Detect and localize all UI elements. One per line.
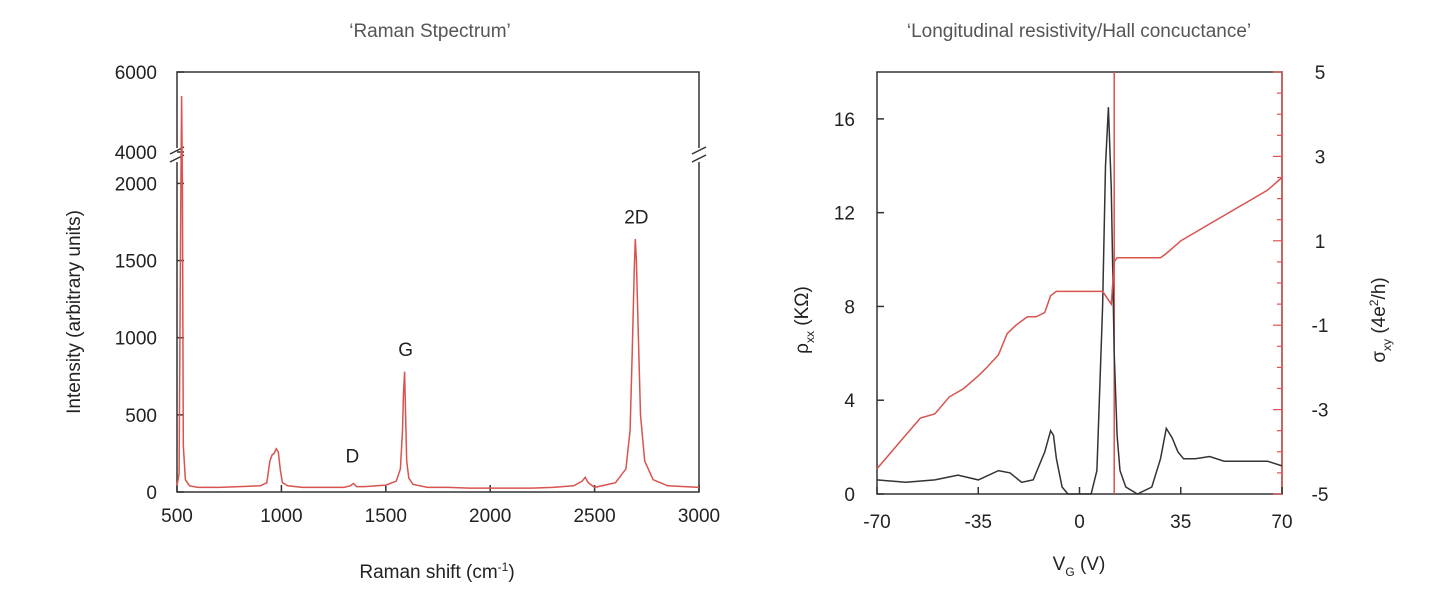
- raman-x-tick-label: 1000: [260, 506, 302, 527]
- transport-x-tick-label: 0: [1074, 512, 1085, 533]
- raman-y-tick-label: 0: [146, 483, 157, 504]
- transport-right-y-tick-label: -1: [1312, 316, 1329, 337]
- raman-y-tick-label: 500: [125, 406, 157, 427]
- transport-right-y-axis-label: σxy (4e2/h): [1367, 277, 1394, 362]
- transport-title: ‘Longitudinal resistivity/Hall concuctan…: [907, 21, 1251, 42]
- raman-title: ‘Raman Stpectrum’: [349, 21, 511, 42]
- transport-right-y-tick-label: -5: [1312, 485, 1329, 506]
- raman-axis-break-mark: [691, 146, 707, 155]
- transport-lines: [876, 72, 1283, 495]
- raman-series-line: [176, 95, 700, 489]
- raman-peak-label: D: [346, 447, 360, 468]
- raman-annotations: D G 2D: [346, 208, 649, 468]
- transport-left-y-tick-label: 8: [844, 297, 855, 318]
- transport-left-y-tick-label: 12: [834, 204, 855, 225]
- raman-x-tick-label: 2500: [573, 506, 615, 527]
- transport-sigma-xy-line: [876, 176, 1283, 470]
- raman-y-tick-label: 1500: [115, 252, 157, 273]
- raman-ticks: 500 1000 1500 2000 2500 300005001000150020004…: [115, 63, 720, 527]
- raman-x-axis-label: Raman shift (cm-1): [359, 560, 514, 583]
- transport-x-tick-label: 70: [1271, 512, 1292, 533]
- transport-left-y-tick-label: 4: [844, 391, 855, 412]
- raman-y-tick-label: 6000: [115, 63, 157, 84]
- raman-y-tick-label: 2000: [115, 174, 157, 195]
- transport-right-y-tick-label: 3: [1315, 147, 1326, 168]
- transport-right-y-tick-label: 1: [1315, 232, 1326, 253]
- transport-left-y-axis-label: ρxx (KΩ): [792, 286, 817, 354]
- raman-chart: ‘Raman Stpectrum’ 500 1000 1500 2000 2500 300…: [64, 21, 720, 583]
- raman-peak-label: 2D: [624, 208, 648, 229]
- raman-y-tick-label: 4000: [115, 143, 157, 164]
- transport-left-y-tick-label: 0: [844, 485, 855, 506]
- transport-x-tick-label: 35: [1170, 512, 1191, 533]
- raman-x-tick-label: 1500: [365, 506, 407, 527]
- raman-x-tick-label: 3000: [678, 506, 720, 527]
- raman-x-tick-label: 500: [161, 506, 193, 527]
- raman-y-axis-label: Intensity (arbitrary units): [64, 210, 85, 414]
- transport-left-y-tick-label: 16: [834, 110, 855, 131]
- raman-y-tick-label: 1000: [115, 329, 157, 350]
- raman-axis-break-mark: [691, 154, 707, 163]
- raman-plot-frame: [176, 71, 700, 493]
- transport-plot-frame: [876, 71, 1283, 495]
- transport-x-axis-label: VG (V): [1053, 554, 1106, 579]
- transport-x-tick-label: -35: [965, 512, 992, 533]
- transport-chart: ‘Longitudinal resistivity/Hall concuctan…: [792, 21, 1394, 579]
- transport-rho-xx-line: [876, 107, 1283, 495]
- transport-x-tick-label: -70: [863, 512, 890, 533]
- transport-right-y-tick-label: -3: [1312, 401, 1329, 422]
- raman-lines: [176, 95, 700, 489]
- raman-peak-label: G: [398, 340, 413, 361]
- transport-right-y-tick-label: 5: [1315, 63, 1326, 84]
- raman-x-tick-label: 2000: [469, 506, 511, 527]
